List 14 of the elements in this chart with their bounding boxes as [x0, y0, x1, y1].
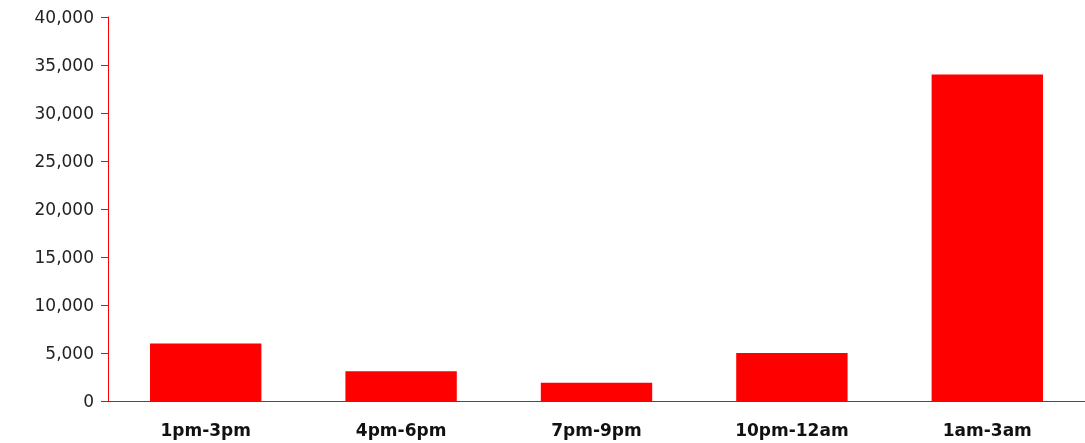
x-tick-label: 1pm-3pm: [160, 419, 251, 440]
y-tick-label: 20,000: [34, 199, 94, 219]
y-tick-label: 30,000: [34, 103, 94, 123]
y-tick-label: 5,000: [45, 343, 94, 363]
y-tick-label: 35,000: [34, 55, 94, 75]
x-tick-label: 4pm-6pm: [355, 419, 447, 440]
x-tick-label: 1am-3am: [942, 419, 1032, 440]
x-tick-label: 7pm-9pm: [551, 419, 642, 440]
y-tick-label: 0: [83, 391, 94, 411]
y-tick-label: 25,000: [34, 151, 94, 171]
y-tick-label: 15,000: [34, 247, 94, 267]
y-tick-label: 40,000: [34, 7, 94, 27]
y-tick-label: 10,000: [34, 295, 94, 315]
x-tick-label: 10pm-12am: [735, 419, 849, 440]
